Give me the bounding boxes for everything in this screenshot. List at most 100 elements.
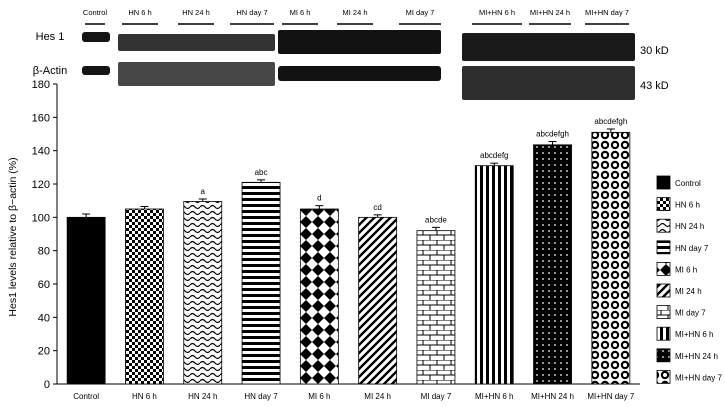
bar-hn-day-7 (241, 181, 281, 385)
x-tick-label-hn-day-7: HN day 7 (244, 392, 278, 401)
legend-label: MI day 7 (675, 309, 706, 318)
x-tick-label-mi-6-h: MI 6 h (308, 392, 330, 401)
legend-item-mi-hn-24-h: MI+HN 24 h (656, 348, 718, 363)
bar-chart: 0 20 40 60 80 100 120 140 160 180 a abc d cd abcde abc… (7, 79, 722, 401)
y-tick-label: 60 (38, 279, 50, 291)
y-tick-label: 180 (32, 79, 50, 91)
y-tick-label: 80 (38, 246, 50, 258)
blot-lane-label-mi-6-h: MI 6 h (290, 8, 311, 17)
bar-mi-hn-24-h (533, 144, 572, 385)
actin-band-mi-strip (278, 66, 441, 81)
significance-label-mi-day-7: abcde (425, 215, 447, 224)
y-tick-label: 20 (38, 346, 50, 358)
blot-row-label-hes1: Hes 1 (36, 31, 65, 43)
y-tick-label: 40 (38, 312, 50, 324)
legend-label: HN 24 h (675, 222, 704, 231)
legend-swatch (656, 261, 671, 276)
x-tick-label-mi-hn-day-7: MI+HN day 7 (587, 392, 634, 401)
error-bar-mi-hn-6-h (490, 162, 499, 166)
legend-item-hn-day-7: HN day 7 (656, 240, 709, 255)
legend-swatch (656, 240, 671, 255)
blot-size-label-30kd: 30 kD (640, 45, 669, 57)
significance-label-mi-hn-24-h: abcdefgh (536, 130, 569, 139)
legend-item-hn-6-h: HN 6 h (656, 197, 700, 212)
significance-label-hn-day-7: abc (255, 168, 268, 177)
legend-item-hn-24-h: HN 24 h (656, 218, 704, 233)
legend-swatch (656, 218, 671, 233)
error-bar-mi-6-h (315, 205, 324, 209)
legend-item-mi-hn-6-h: MI+HN 6 h (656, 326, 713, 341)
legend-swatch (656, 348, 671, 363)
error-bar-hn-24-h (198, 198, 207, 202)
x-tick-label-hn-6-h: HN 6 h (132, 392, 157, 401)
x-tick-label-control: Control (73, 392, 99, 401)
hes1-band-hn-strip (118, 34, 275, 51)
y-axis-label: Hes1 levels relative to β−actin (%) (7, 157, 19, 316)
significance-label-mi-hn-day-7: abcdefgh (594, 117, 627, 126)
blot-row-label-actin: β-Actin (33, 65, 67, 77)
error-bar-mi-hn-24-h (548, 141, 557, 145)
x-tick-label-mi-hn-6-h: MI+HN 6 h (475, 392, 513, 401)
hes1-band-mihn-strip (462, 33, 635, 61)
blot-lane-label-mi-hn-6-h: MI+HN 6 h (479, 8, 515, 17)
legend-item-mi-hn-day-7: MI+HN day 7 (656, 369, 722, 384)
y-tick-label: 120 (32, 179, 50, 191)
significance-label-mi-6-h: d (317, 194, 321, 203)
legend-item-control: Control (656, 175, 701, 190)
x-tick-label-mi-day-7: MI day 7 (421, 392, 452, 401)
legend-item-mi-24-h: MI 24 h (656, 283, 702, 298)
hes1-band-control (82, 32, 110, 42)
y-tick-label: 140 (32, 146, 50, 158)
legend-item-mi-day-7: MI day 7 (656, 305, 706, 320)
legend-swatch (656, 283, 671, 298)
legend-swatch (656, 175, 671, 190)
legend-label: MI 24 h (675, 287, 702, 296)
bar-mi-hn-day-7 (591, 131, 631, 385)
error-bar-hn-day-7 (257, 179, 266, 183)
legend-swatch (656, 326, 671, 341)
significance-label-hn-24-h: a (201, 187, 206, 196)
bar-mi-6-h (299, 208, 339, 385)
y-tick-label: 160 (32, 112, 50, 124)
actin-band-mihn-strip (462, 66, 635, 100)
blot-lane-label-hn-day-7: HN day 7 (236, 8, 267, 17)
error-bar-hn-6-h (140, 206, 149, 209)
y-tick-label: 0 (44, 379, 50, 391)
bar-hn-6-h (125, 208, 164, 385)
actin-band-control (82, 66, 110, 75)
x-tick-label-mi-24-h: MI 24 h (364, 392, 391, 401)
legend-label: HN day 7 (675, 244, 709, 253)
blot-lane-label-hn-24-h: HN 24 h (182, 8, 210, 17)
blot-lane-label-hn-6-h: HN 6 h (128, 8, 151, 17)
legend-swatch (656, 305, 671, 320)
blot-lane-label-mi-hn-day-7: MI+HN day 7 (585, 8, 629, 17)
error-bar-mi-day-7 (431, 226, 440, 231)
blot-lane-label-control: Control (83, 8, 108, 17)
significance-label-mi-hn-6-h: abcdefg (480, 151, 508, 160)
bar-mi-day-7 (416, 230, 456, 385)
bar-mi-24-h (358, 216, 398, 385)
legend-label: Control (675, 179, 701, 188)
western-blot: Control HN 6 h HN 24 h HN day 7 MI 6 h MI 24 … (33, 8, 669, 100)
error-bar-control (82, 213, 91, 218)
legend-item-mi-6-h: MI 6 h (656, 261, 697, 276)
blot-size-label-43kd: 43 kD (640, 80, 669, 92)
blot-lane-label-mi-24-h: MI 24 h (342, 8, 367, 17)
hes1-band-mi-strip (278, 30, 441, 54)
legend-label: MI+HN 6 h (675, 330, 713, 339)
significance-label-mi-24-h: cd (373, 203, 381, 212)
error-bar-mi-24-h (373, 214, 382, 218)
error-bar-mi-hn-day-7 (606, 128, 615, 133)
x-tick-label-mi-hn-24-h: MI+HN 24 h (531, 392, 574, 401)
actin-band-hn-strip (118, 62, 275, 86)
blot-lane-label-mi-day-7: MI day 7 (406, 8, 435, 17)
legend-label: MI+HN 24 h (675, 352, 718, 361)
legend-label: MI 6 h (675, 265, 697, 274)
y-tick-label: 100 (32, 212, 50, 224)
x-tick-label-hn-24-h: HN 24 h (188, 392, 217, 401)
bar-control (66, 216, 106, 385)
legend-label: HN 6 h (675, 201, 700, 210)
legend-swatch (656, 369, 671, 384)
legend-label: MI+HN day 7 (675, 373, 722, 382)
